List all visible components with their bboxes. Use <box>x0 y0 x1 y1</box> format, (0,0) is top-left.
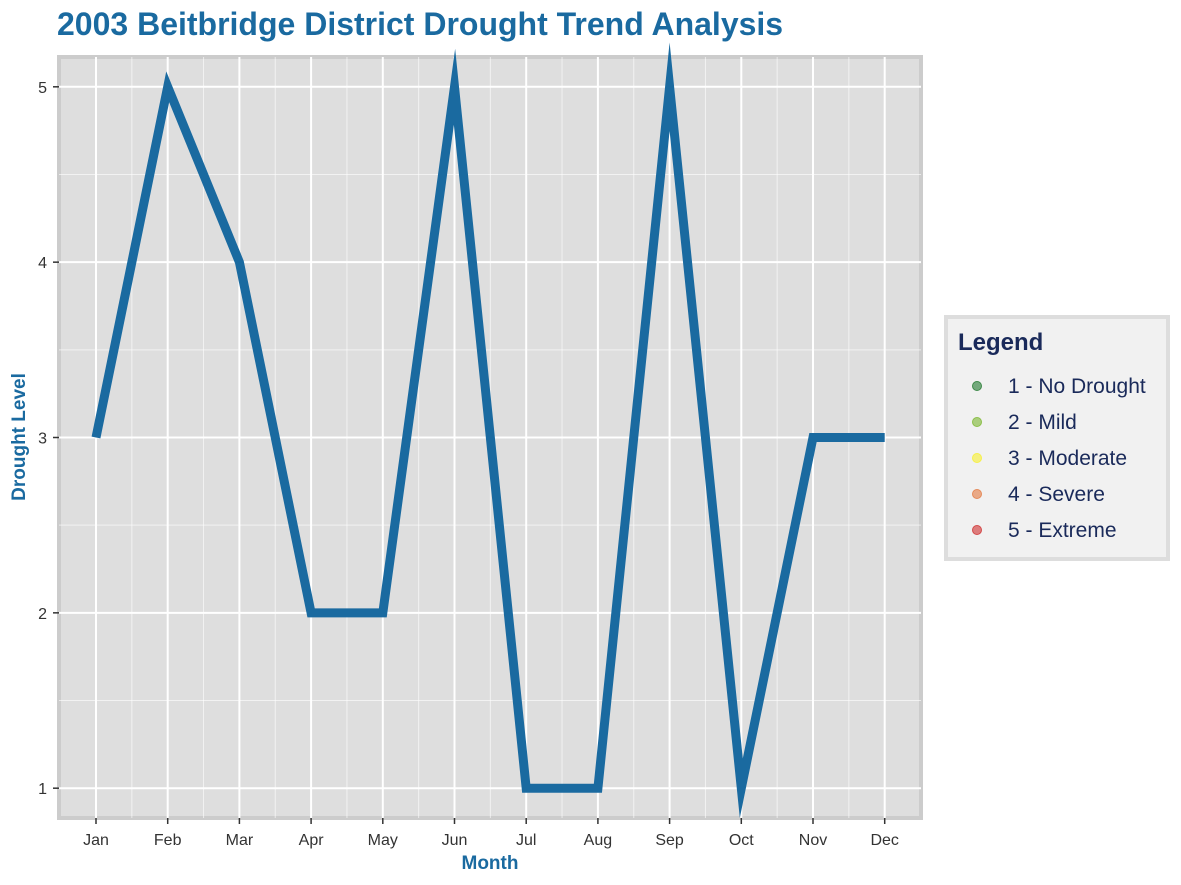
x-tick-label: Dec <box>870 832 898 849</box>
y-axis-title: Drought Level <box>9 373 30 501</box>
legend-item-label: 2 - Mild <box>1008 411 1077 434</box>
legend-item-label: 4 - Severe <box>1008 483 1105 506</box>
legend-swatch <box>972 489 982 499</box>
x-tick-label: Sep <box>655 832 684 849</box>
x-axis-title: Month <box>462 853 519 874</box>
y-tick-label: 1 <box>38 781 47 798</box>
legend-item-label: 5 - Extreme <box>1008 519 1117 542</box>
legend-swatch <box>972 525 982 535</box>
y-tick-label: 2 <box>38 606 47 623</box>
legend-items: 1 - No Drought 2 - Mild 3 - Moderate 4 - Se… <box>972 375 1146 542</box>
x-tick-label: Nov <box>799 832 827 849</box>
major-gridlines <box>59 57 921 818</box>
y-tick-label: 3 <box>38 431 47 448</box>
series-line <box>91 42 885 818</box>
legend: Legend 1 - No Drought 2 - Mild 3 - Moderat… <box>944 315 1170 561</box>
y-tick-label: 4 <box>38 255 47 272</box>
x-tick-label: Jun <box>442 832 468 849</box>
x-tick-label: Oct <box>729 832 754 849</box>
x-tick-label: Apr <box>299 832 325 849</box>
legend-swatch <box>972 453 982 463</box>
x-tick-label: Jan <box>83 832 109 849</box>
x-tick-label: Aug <box>584 832 612 849</box>
x-axis: Jan Feb Mar Apr May Jun Jul Aug Sep Oct Nov Dec <box>83 818 899 849</box>
legend-item-label: 1 - No Drought <box>1008 375 1146 398</box>
legend-title: Legend <box>958 329 1043 356</box>
x-tick-label: May <box>368 832 398 849</box>
y-axis: 1 2 3 4 5 <box>38 80 59 798</box>
y-tick-label: 5 <box>38 80 47 97</box>
legend-box <box>944 315 1170 561</box>
series-layer <box>91 42 885 818</box>
chart-title: 2003 Beitbridge District Drought Trend A… <box>57 6 783 42</box>
legend-swatch <box>972 381 982 391</box>
x-tick-label: Mar <box>226 832 254 849</box>
legend-item-label: 3 - Moderate <box>1008 447 1127 470</box>
x-tick-label: Jul <box>516 832 536 849</box>
legend-swatch <box>972 417 982 427</box>
x-tick-label: Feb <box>154 832 182 849</box>
